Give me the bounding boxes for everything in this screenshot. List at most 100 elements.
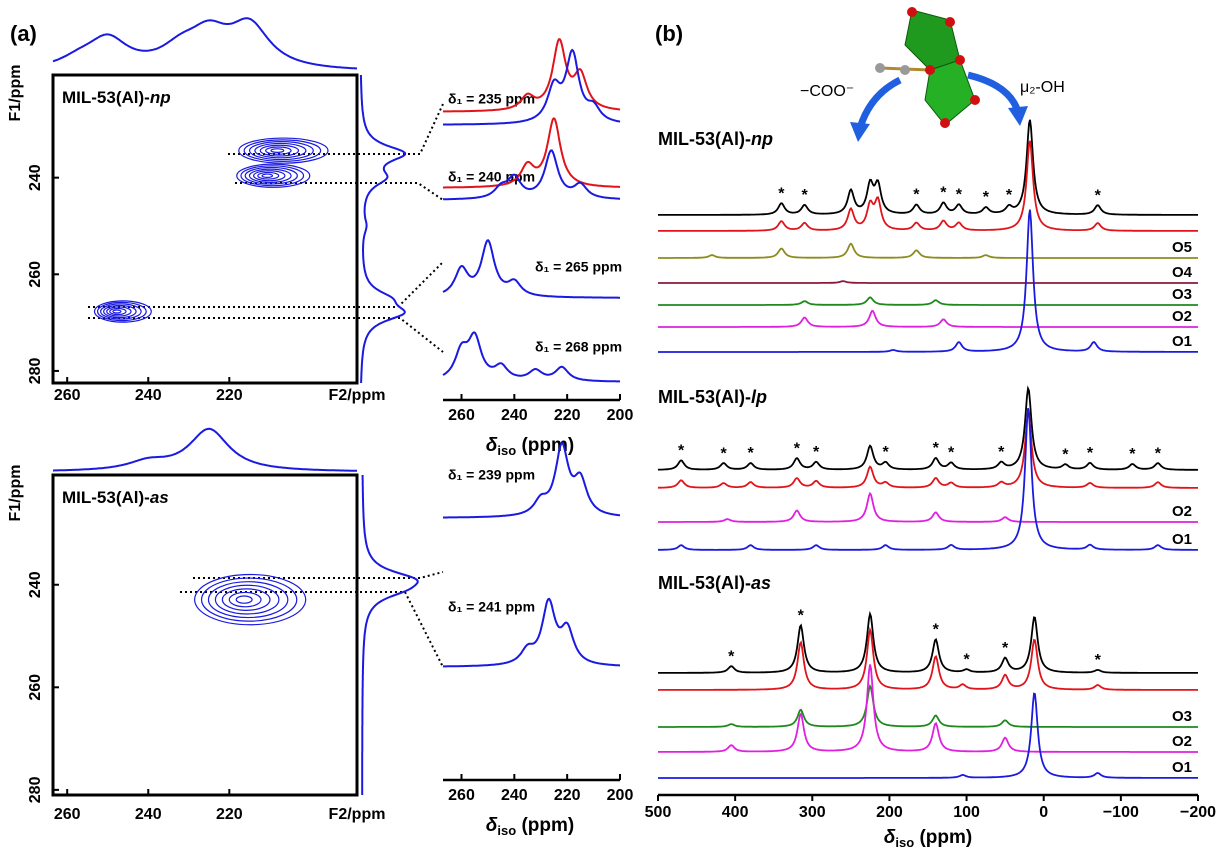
spectrum [359, 75, 407, 383]
atom [940, 118, 950, 128]
contour [112, 309, 122, 314]
sideband-marker: * [998, 444, 1005, 461]
sideband-marker: * [801, 187, 808, 204]
sideband-marker: * [913, 187, 920, 204]
x-tick-label: −100 [1103, 804, 1139, 821]
spectrum [658, 683, 1198, 728]
connector [193, 571, 444, 579]
atom [970, 95, 980, 105]
axis-label: δiso (ppm) [486, 815, 574, 838]
contour [96, 301, 147, 322]
contour [194, 573, 307, 626]
contour [214, 584, 280, 615]
atom [875, 63, 885, 73]
sideband-marker: * [794, 440, 801, 457]
sideband-marker: * [983, 189, 990, 206]
cross-peak [194, 573, 307, 626]
sideband-marker: * [678, 443, 685, 460]
atom [900, 65, 910, 75]
unit: (ppm) [914, 827, 972, 847]
sideband-marker: * [778, 185, 785, 202]
sideband-marker: * [1129, 446, 1136, 463]
trace-label: O2 [1172, 503, 1192, 520]
spectrum [658, 610, 1198, 674]
spectrum-title: MIL-53(Al)-as [62, 488, 169, 507]
sideband-marker: * [1006, 187, 1013, 204]
x-tick-label: 500 [645, 804, 672, 821]
contour [103, 304, 137, 319]
y-tick-label: 260 [27, 674, 44, 701]
sideband-marker: * [720, 445, 727, 462]
contour [243, 139, 322, 162]
x-tick-label: 260 [448, 407, 475, 424]
title-prefix: MIL-53(Al)- [658, 573, 751, 593]
contour [100, 303, 142, 320]
contour [248, 141, 314, 161]
symbol: δ [486, 435, 498, 456]
x-tick-label: 220 [216, 387, 243, 404]
x-axis-label: F2/ppm [329, 387, 386, 404]
spectrum-title: MIL-53(Al)-as [658, 573, 771, 593]
x-tick-label: 400 [722, 804, 749, 821]
spectrum [442, 149, 620, 201]
y-tick-label: 240 [27, 571, 44, 598]
title-prefix: MIL-53(Al)- [62, 88, 150, 107]
spectrum [658, 692, 1198, 779]
x-tick-label: 300 [799, 804, 826, 821]
x-tick-label: 220 [216, 806, 243, 823]
contour [221, 588, 271, 611]
trace-label: O3 [1172, 286, 1192, 303]
trace-label: O1 [1172, 759, 1192, 776]
annotation: −COO⁻ [800, 83, 854, 100]
arrow [856, 76, 902, 130]
x-tick-label: −200 [1180, 804, 1216, 821]
cross-peak [93, 300, 152, 323]
spectrum [443, 117, 620, 189]
spectrum [443, 442, 621, 519]
trace-label: O2 [1172, 733, 1192, 750]
contour [200, 577, 298, 622]
slice-label: δ₁ = 241 ppm [448, 599, 535, 615]
subscript: iso [497, 823, 516, 838]
subscript: iso [497, 443, 516, 458]
symbol: δ [884, 827, 896, 847]
title-suffix: as [751, 573, 771, 593]
spectrum [658, 409, 1198, 489]
spectrum [658, 119, 1198, 216]
sideband-marker: * [728, 648, 735, 665]
arrow [967, 71, 1022, 114]
spectrum [442, 331, 620, 383]
slice-label: δ₁ = 265 ppm [535, 259, 622, 275]
slice-label: δ₁ = 268 ppm [535, 339, 622, 355]
x-tick-label: 240 [501, 407, 528, 424]
spectrum-title: MIL-53(Al)-np [658, 129, 773, 149]
title-suffix: as [150, 488, 169, 507]
y-tick-label: 260 [27, 261, 44, 288]
contour [257, 171, 280, 180]
contour [265, 146, 292, 155]
sideband-marker: * [1155, 445, 1162, 462]
x-tick-label: 200 [876, 804, 903, 821]
spectrum [658, 296, 1198, 306]
contour [207, 581, 289, 619]
contour [109, 307, 127, 316]
title-prefix: MIL-53(Al)- [62, 488, 150, 507]
sideband-marker: * [1002, 640, 1009, 657]
trace-label: O3 [1172, 708, 1192, 725]
spectrum [442, 239, 620, 299]
contour [93, 300, 152, 323]
x-tick-label: 100 [953, 804, 980, 821]
spectrum [53, 427, 357, 472]
plot-frame [51, 73, 359, 385]
spectrum [658, 626, 1198, 691]
title-suffix: np [150, 88, 171, 107]
x-tick-label: 260 [54, 806, 81, 823]
x-axis-label: F2/ppm [329, 806, 386, 823]
sideband-marker: * [747, 445, 754, 462]
x-tick-label: 260 [54, 387, 81, 404]
spectrum [658, 209, 1198, 353]
atom [945, 17, 955, 27]
trace-label: O5 [1172, 239, 1192, 256]
cross-peak [238, 137, 329, 164]
contour [106, 306, 132, 317]
